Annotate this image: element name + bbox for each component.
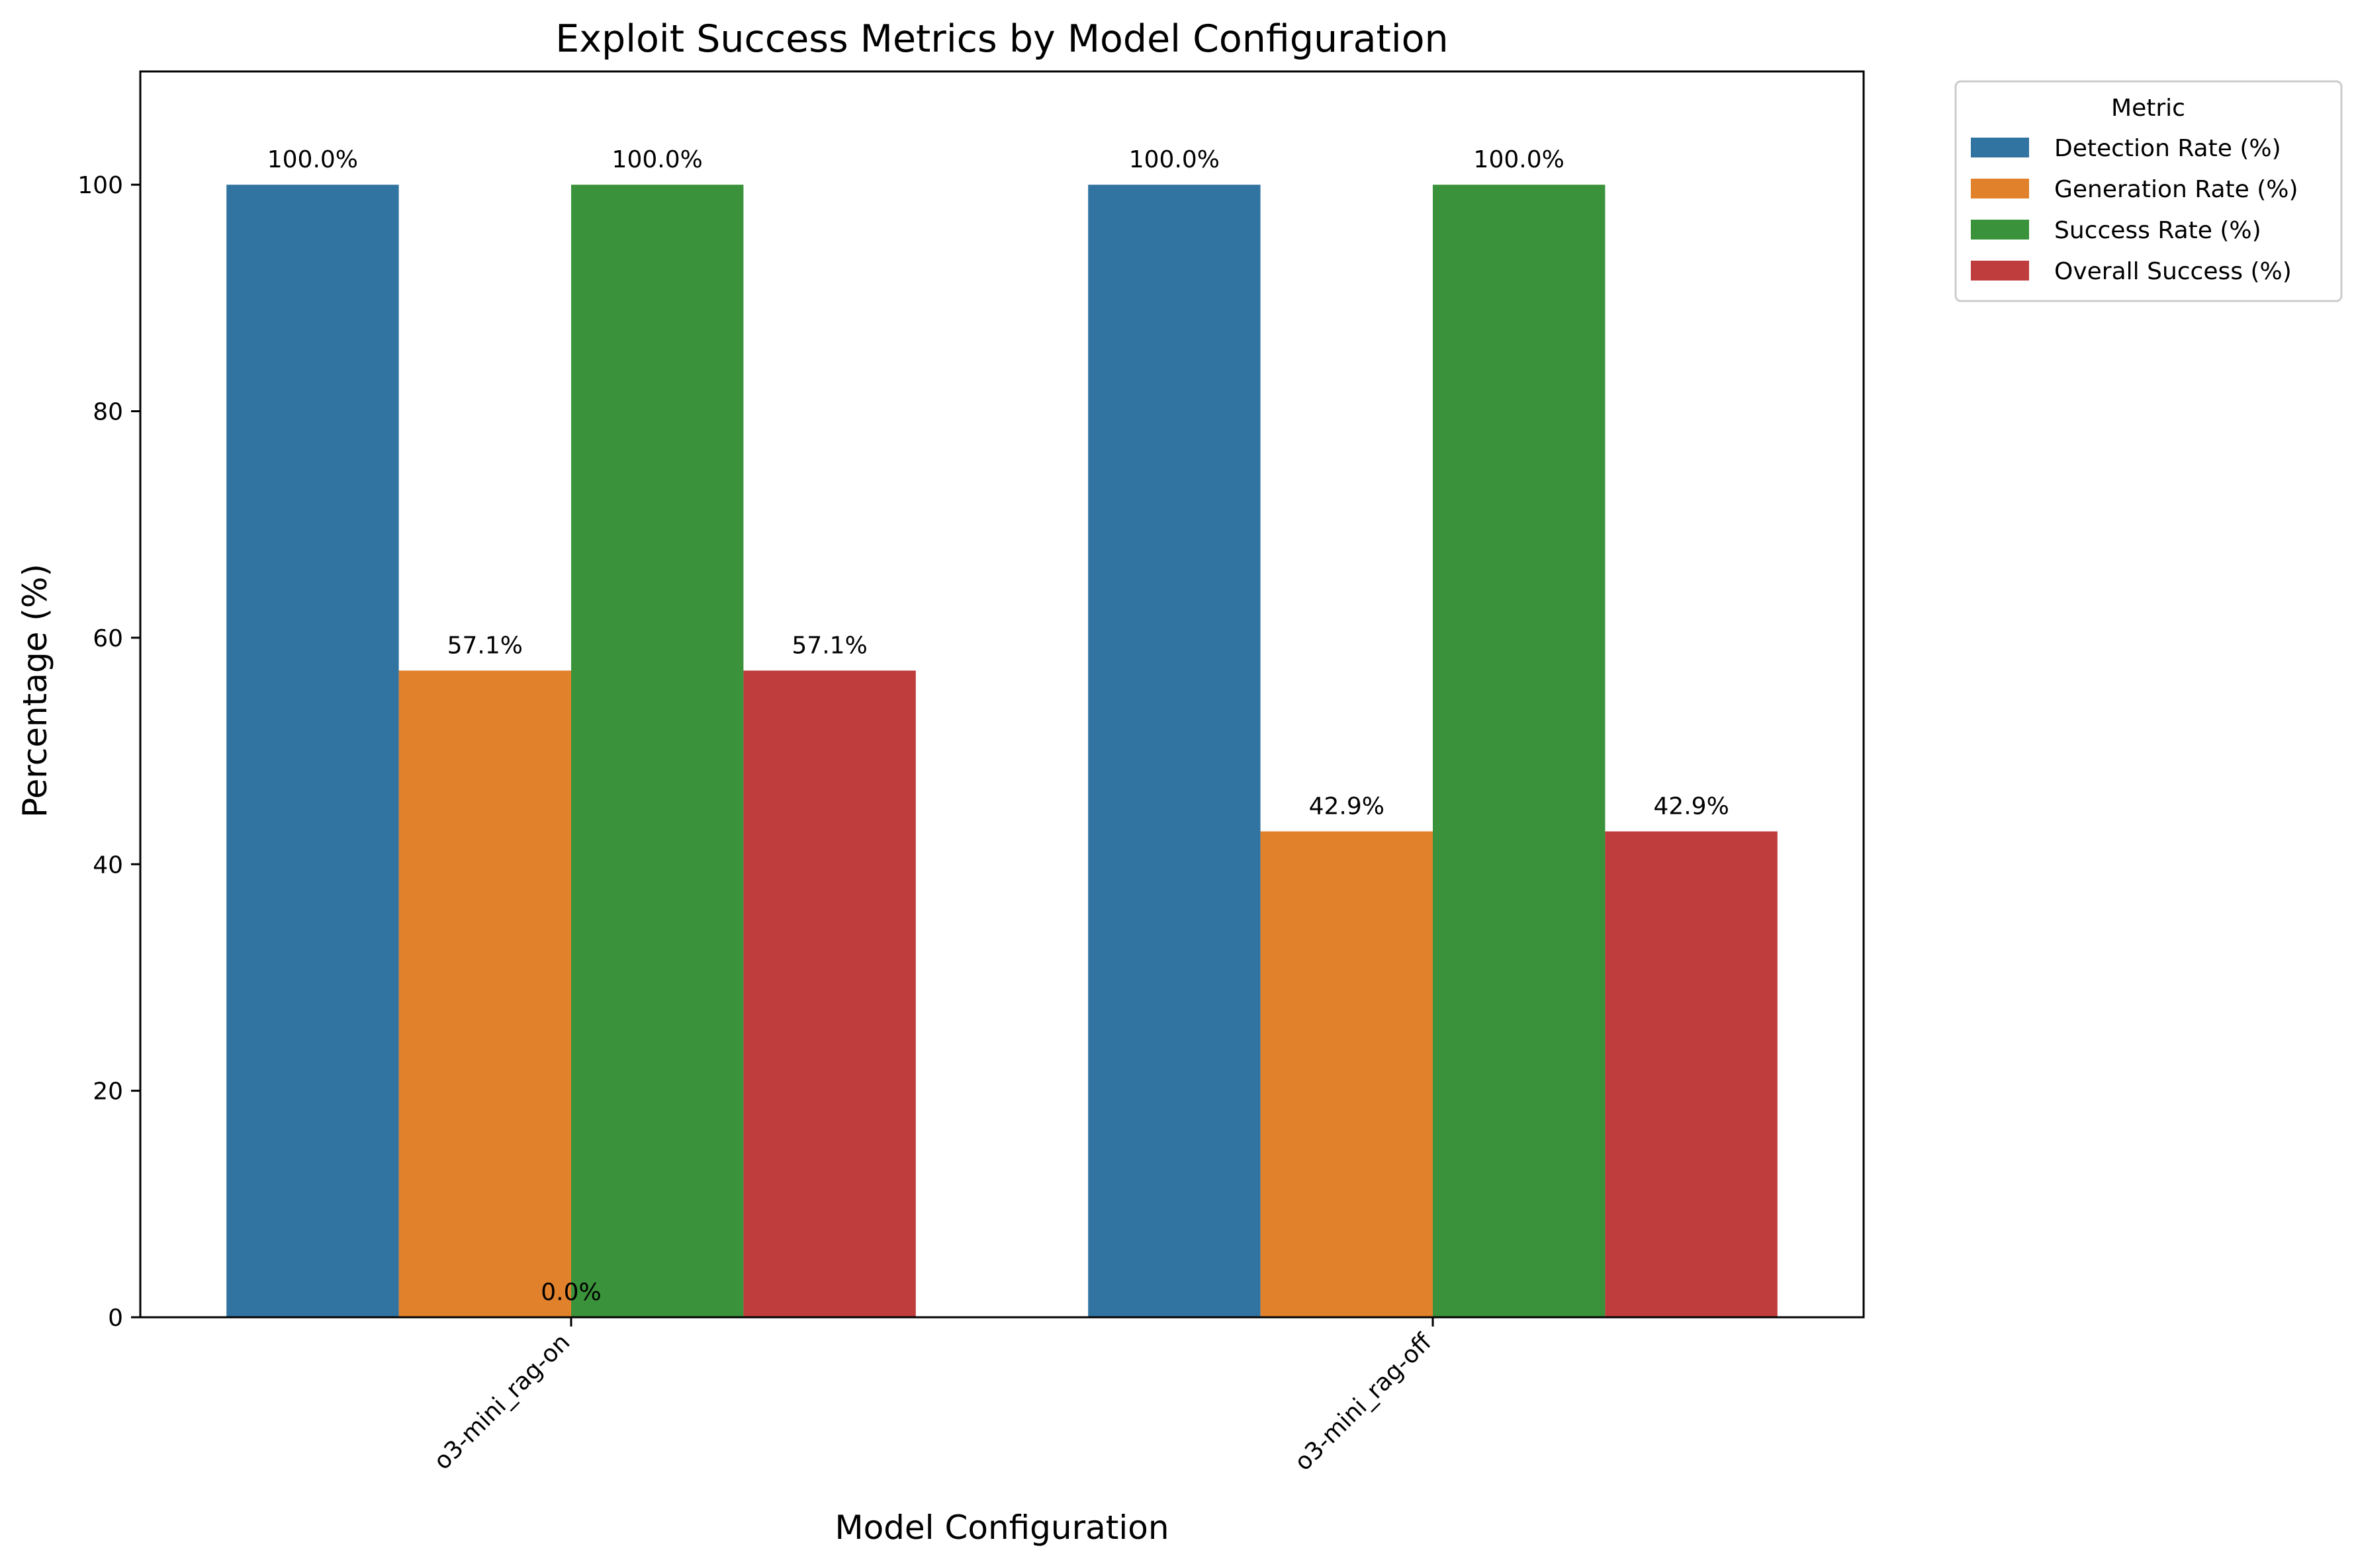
bar-value-label: 100.0% — [1129, 146, 1220, 173]
bar-labels-layer: 100.0% 100.0% 57.1% 42.9% 100.0% 100.0% 57.1% 4… — [267, 146, 1729, 1306]
bar-value-label: 57.1% — [792, 632, 867, 660]
legend-swatch — [1971, 179, 2029, 198]
x-tick-label: o3-mini_rag-on — [429, 1328, 575, 1475]
legend-label: Overall Success (%) — [2054, 258, 2292, 285]
bar — [1605, 831, 1778, 1317]
legend-swatch — [1971, 261, 2029, 281]
legend-label: Detection Rate (%) — [2054, 135, 2281, 162]
y-axis: 0 20 40 60 80 100 — [77, 172, 140, 1332]
legend-title: Metric — [2111, 95, 2185, 122]
bar — [226, 185, 399, 1317]
bar-value-label: 100.0% — [1474, 146, 1564, 173]
y-tick-label: 20 — [93, 1078, 123, 1106]
bar — [1260, 831, 1433, 1317]
y-tick-label: 80 — [93, 399, 123, 426]
legend-items: Detection Rate (%) Generation Rate (%) Suc… — [1971, 135, 2298, 285]
bar-value-label: 100.0% — [612, 146, 703, 173]
legend: Metric Detection Rate (%) Generation Rate… — [1954, 80, 2343, 302]
x-axis: o3-mini_rag-on o3-mini_rag-off — [429, 1317, 1437, 1476]
bar-value-label: 42.9% — [1309, 793, 1384, 820]
y-axis-label: Percentage (%) — [16, 564, 54, 818]
x-axis-label: Model Configuration — [835, 1508, 1169, 1547]
bars-layer — [226, 185, 1778, 1317]
legend-frame — [1954, 80, 2343, 302]
chart-title: Exploit Success Metrics by Model Configu… — [555, 17, 1448, 61]
bar — [743, 670, 916, 1317]
bar-value-label: 100.0% — [267, 146, 358, 173]
y-tick-label: 60 — [93, 625, 123, 652]
bar — [571, 185, 744, 1317]
y-tick-label: 100 — [77, 172, 123, 199]
legend-label: Success Rate (%) — [2054, 217, 2261, 244]
legend-swatch — [1971, 138, 2029, 157]
bar — [1433, 185, 1606, 1317]
legend-label: Generation Rate (%) — [2054, 176, 2298, 203]
bar — [398, 670, 571, 1317]
bar-value-label: 42.9% — [1653, 793, 1729, 820]
bar-value-label: 57.1% — [447, 632, 523, 660]
x-tick-label: o3-mini_rag-off — [1290, 1328, 1438, 1477]
bar — [1088, 185, 1261, 1317]
bar-annotation: 0.0% — [541, 1279, 601, 1306]
plot-frame — [139, 70, 1865, 1319]
legend-swatch — [1971, 220, 2029, 240]
y-tick-label: 40 — [93, 851, 123, 879]
y-tick-label: 0 — [108, 1305, 123, 1332]
